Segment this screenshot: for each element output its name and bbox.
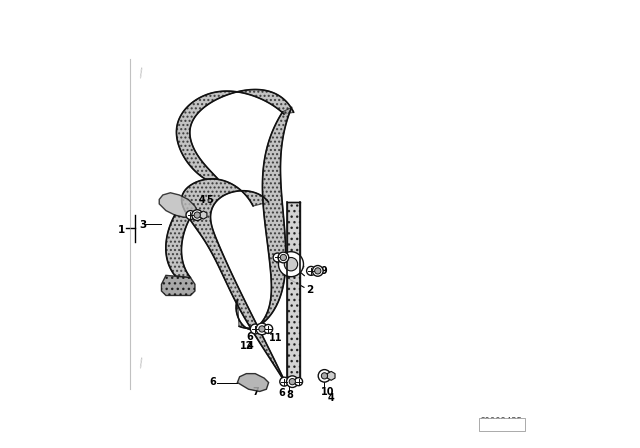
Text: 5: 5 bbox=[292, 254, 299, 264]
Text: 2: 2 bbox=[307, 285, 314, 295]
Circle shape bbox=[294, 378, 303, 386]
Text: /: / bbox=[138, 66, 145, 80]
Polygon shape bbox=[166, 215, 191, 278]
Circle shape bbox=[289, 379, 296, 385]
Circle shape bbox=[273, 253, 282, 262]
Text: 4: 4 bbox=[327, 393, 334, 403]
Polygon shape bbox=[237, 374, 269, 392]
Text: C0009435: C0009435 bbox=[480, 421, 524, 430]
Text: 9: 9 bbox=[321, 266, 328, 276]
Text: 12: 12 bbox=[239, 341, 253, 351]
Text: 6: 6 bbox=[209, 377, 216, 387]
Text: 6: 6 bbox=[246, 332, 253, 342]
Circle shape bbox=[194, 212, 200, 218]
Circle shape bbox=[287, 376, 298, 388]
Circle shape bbox=[259, 326, 265, 332]
Circle shape bbox=[321, 373, 328, 379]
Polygon shape bbox=[159, 193, 197, 217]
Circle shape bbox=[264, 324, 273, 333]
Text: /: / bbox=[138, 356, 145, 370]
Circle shape bbox=[278, 252, 289, 263]
Text: 11: 11 bbox=[269, 333, 282, 343]
Circle shape bbox=[318, 370, 331, 382]
Text: 3: 3 bbox=[139, 220, 147, 230]
Circle shape bbox=[278, 252, 303, 277]
Text: 6: 6 bbox=[278, 388, 285, 398]
Circle shape bbox=[312, 266, 323, 276]
Circle shape bbox=[250, 324, 260, 334]
Circle shape bbox=[256, 323, 268, 335]
Circle shape bbox=[280, 377, 289, 386]
Circle shape bbox=[280, 254, 287, 261]
Polygon shape bbox=[287, 202, 300, 383]
FancyBboxPatch shape bbox=[479, 418, 525, 431]
Circle shape bbox=[186, 211, 195, 220]
Text: 1: 1 bbox=[118, 225, 125, 235]
Text: 4: 4 bbox=[246, 341, 253, 351]
Text: 8: 8 bbox=[286, 390, 293, 400]
Circle shape bbox=[307, 267, 316, 276]
Text: C0009435: C0009435 bbox=[479, 417, 522, 426]
Text: 7: 7 bbox=[252, 387, 259, 396]
Text: 5: 5 bbox=[206, 194, 213, 205]
Text: 4: 4 bbox=[198, 194, 205, 205]
Text: 10: 10 bbox=[321, 387, 334, 396]
Circle shape bbox=[284, 258, 298, 271]
Polygon shape bbox=[161, 276, 195, 296]
Polygon shape bbox=[182, 179, 285, 383]
Circle shape bbox=[315, 268, 321, 274]
Polygon shape bbox=[177, 90, 294, 179]
Text: 4: 4 bbox=[297, 261, 304, 271]
Circle shape bbox=[192, 210, 202, 220]
Polygon shape bbox=[236, 108, 292, 329]
